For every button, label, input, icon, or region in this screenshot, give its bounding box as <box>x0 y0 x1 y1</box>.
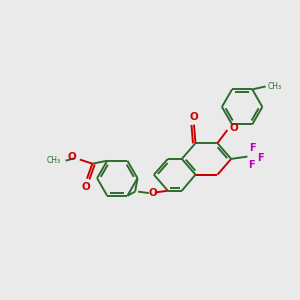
Text: CH₃: CH₃ <box>47 156 61 165</box>
Text: O: O <box>81 182 90 191</box>
Text: O: O <box>148 188 157 198</box>
Text: O: O <box>190 112 198 122</box>
Text: F: F <box>250 143 256 153</box>
Text: F: F <box>257 153 264 163</box>
Text: O: O <box>230 123 238 133</box>
Text: CH₃: CH₃ <box>268 82 282 91</box>
Text: F: F <box>248 160 254 170</box>
Text: O: O <box>67 152 76 162</box>
